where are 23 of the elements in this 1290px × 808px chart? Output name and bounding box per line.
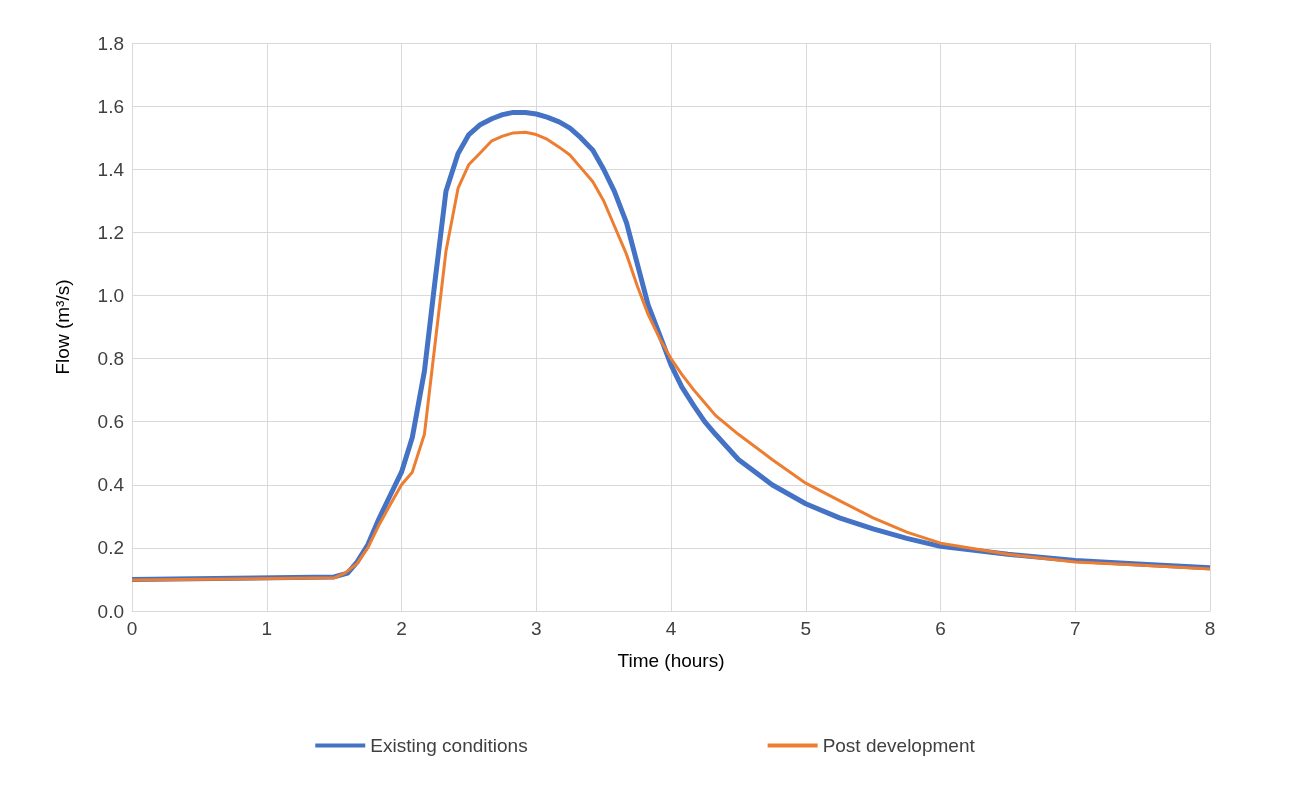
y-tick-label: 0.4 [97,474,125,496]
x-tick-label: 2 [396,618,407,639]
y-tick-label: 1.2 [97,221,124,243]
x-tick-label: 5 [800,618,812,639]
legend-label: Existing conditions [370,735,528,756]
y-tick-label: 0.0 [97,600,124,622]
x-tick-label: 1 [261,618,273,639]
y-axis-title: Flow (m³/s) [52,279,73,375]
y-tick-label: 1.6 [97,95,124,117]
x-tick-label: 4 [665,618,677,639]
x-axis-title: Time (hours) [617,650,725,671]
x-tick-label: 6 [935,618,946,639]
x-tick-label: 7 [1069,618,1081,639]
y-tick-label: 0.6 [97,411,124,433]
y-tick-label: 0.8 [97,348,124,370]
y-tick-label: 1.4 [97,158,125,180]
x-tick-label: 8 [1204,618,1216,639]
y-tick-label: 0.2 [97,537,124,559]
legend-label: Post development [822,735,976,756]
y-tick-label: 1.8 [97,32,124,54]
x-tick-label: 3 [530,618,542,639]
y-tick-label: 1.0 [97,284,124,306]
x-tick-label: 0 [126,618,138,639]
